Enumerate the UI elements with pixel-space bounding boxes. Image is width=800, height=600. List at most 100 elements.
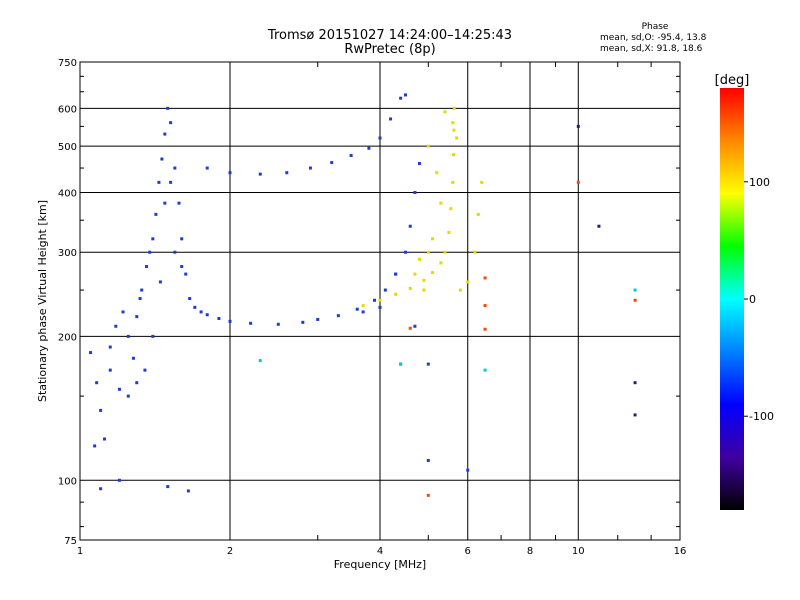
chart-title: Tromsø 20151027 14:24:00–14:25:43 bbox=[267, 28, 513, 43]
chart-subtitle: RwPretec (8p) bbox=[344, 42, 436, 57]
echo-point bbox=[148, 250, 152, 254]
echo-point bbox=[103, 437, 107, 441]
y-tick-label: 100 bbox=[58, 476, 77, 487]
echo-point bbox=[403, 93, 407, 97]
colorbar-ticks: 100 0 -100 bbox=[744, 176, 774, 423]
echo-point bbox=[163, 201, 167, 205]
echo-point bbox=[151, 334, 155, 338]
echo-point bbox=[480, 180, 484, 184]
echo-point bbox=[173, 166, 177, 170]
echo-point bbox=[205, 313, 209, 317]
echo-point bbox=[483, 327, 487, 331]
echo-point bbox=[169, 121, 173, 125]
echo-point bbox=[455, 136, 459, 140]
echo-point bbox=[117, 387, 121, 391]
echo-point bbox=[417, 161, 421, 165]
echo-point bbox=[443, 250, 447, 254]
echo-point bbox=[378, 305, 382, 309]
echo-point bbox=[349, 154, 353, 158]
echo-point bbox=[633, 298, 637, 302]
echo-point bbox=[443, 110, 447, 114]
echo-point bbox=[458, 288, 462, 292]
echo-point bbox=[408, 286, 412, 290]
echo-point bbox=[108, 368, 112, 372]
echo-point bbox=[173, 250, 177, 254]
y-tick-label: 400 bbox=[58, 188, 77, 199]
x-tick-label: 4 bbox=[377, 546, 383, 557]
echo-point bbox=[413, 190, 417, 194]
echo-point bbox=[426, 144, 430, 148]
y-tick-label: 500 bbox=[58, 142, 77, 153]
echo-point bbox=[186, 489, 190, 493]
plot-frame bbox=[79, 61, 681, 541]
phase-o-stats: mean, sd,O: -95.4, 13.8 bbox=[600, 33, 707, 43]
echo-point bbox=[417, 257, 421, 261]
echo-point bbox=[126, 394, 130, 398]
echo-point bbox=[576, 180, 580, 184]
x-tick-label: 2 bbox=[227, 546, 233, 557]
echo-point bbox=[145, 265, 149, 269]
echo-point bbox=[439, 261, 443, 265]
echo-point bbox=[117, 478, 121, 482]
phase-stats-box: Phase mean, sd,O: -95.4, 13.8 mean, sd,X… bbox=[600, 22, 710, 55]
echo-point bbox=[426, 362, 430, 366]
echo-point bbox=[373, 298, 377, 302]
echo-point bbox=[95, 381, 99, 385]
echo-point bbox=[126, 334, 130, 338]
echo-point bbox=[188, 297, 192, 301]
echo-point bbox=[426, 250, 430, 254]
echo-point bbox=[249, 321, 253, 325]
echo-point bbox=[422, 288, 426, 292]
echo-point bbox=[135, 381, 139, 385]
x-axis-ticks: 1 2 4 6 8 10 16 bbox=[77, 62, 687, 557]
echo-point bbox=[399, 96, 403, 100]
echo-point bbox=[399, 362, 403, 366]
echo-point bbox=[449, 207, 453, 211]
x-tick-label: 8 bbox=[527, 546, 533, 557]
echo-point bbox=[447, 230, 451, 234]
echo-point bbox=[408, 224, 412, 228]
echo-point bbox=[483, 276, 487, 280]
echo-point bbox=[452, 128, 456, 132]
echo-point bbox=[285, 171, 289, 175]
echo-point bbox=[177, 201, 181, 205]
x-tick-label: 1 bbox=[77, 546, 83, 557]
echo-point bbox=[452, 153, 456, 157]
echo-point bbox=[413, 324, 417, 328]
phase-colorbar: [deg] 100 0 -100 bbox=[715, 73, 774, 510]
y-axis-ticks: 75 100 200 300 400 500 600 750 bbox=[58, 58, 680, 547]
echo-point bbox=[466, 468, 470, 472]
echo-point bbox=[431, 237, 435, 241]
echo-point bbox=[228, 171, 232, 175]
echo-point bbox=[131, 356, 135, 360]
echo-point bbox=[108, 345, 112, 349]
echo-point bbox=[163, 132, 167, 136]
echo-point bbox=[336, 314, 340, 318]
echo-point bbox=[389, 117, 393, 121]
echo-point bbox=[99, 487, 103, 491]
echo-point bbox=[276, 322, 280, 326]
echo-point bbox=[597, 224, 601, 228]
y-tick-label: 600 bbox=[58, 104, 77, 115]
echo-point bbox=[258, 359, 262, 363]
echo-point bbox=[99, 408, 103, 412]
echo-point bbox=[199, 310, 203, 314]
echo-points bbox=[89, 93, 637, 497]
echo-point bbox=[426, 458, 430, 462]
echo-point bbox=[355, 307, 359, 311]
x-axis-label: Frequency [MHz] bbox=[334, 558, 426, 571]
echo-point bbox=[633, 413, 637, 417]
echo-point bbox=[378, 298, 382, 302]
x-tick-label: 6 bbox=[465, 546, 471, 557]
echo-point bbox=[89, 351, 93, 355]
echo-point bbox=[157, 180, 161, 184]
echo-point bbox=[193, 305, 197, 309]
x-tick-label: 16 bbox=[674, 546, 687, 557]
echo-point bbox=[483, 304, 487, 308]
colorbar-tick-label: -100 bbox=[749, 410, 774, 423]
echo-point bbox=[154, 212, 158, 216]
echo-point bbox=[138, 297, 142, 301]
colorbar-label: [deg] bbox=[715, 73, 750, 88]
x-tick-label: 10 bbox=[572, 546, 585, 557]
echo-point bbox=[169, 180, 173, 184]
